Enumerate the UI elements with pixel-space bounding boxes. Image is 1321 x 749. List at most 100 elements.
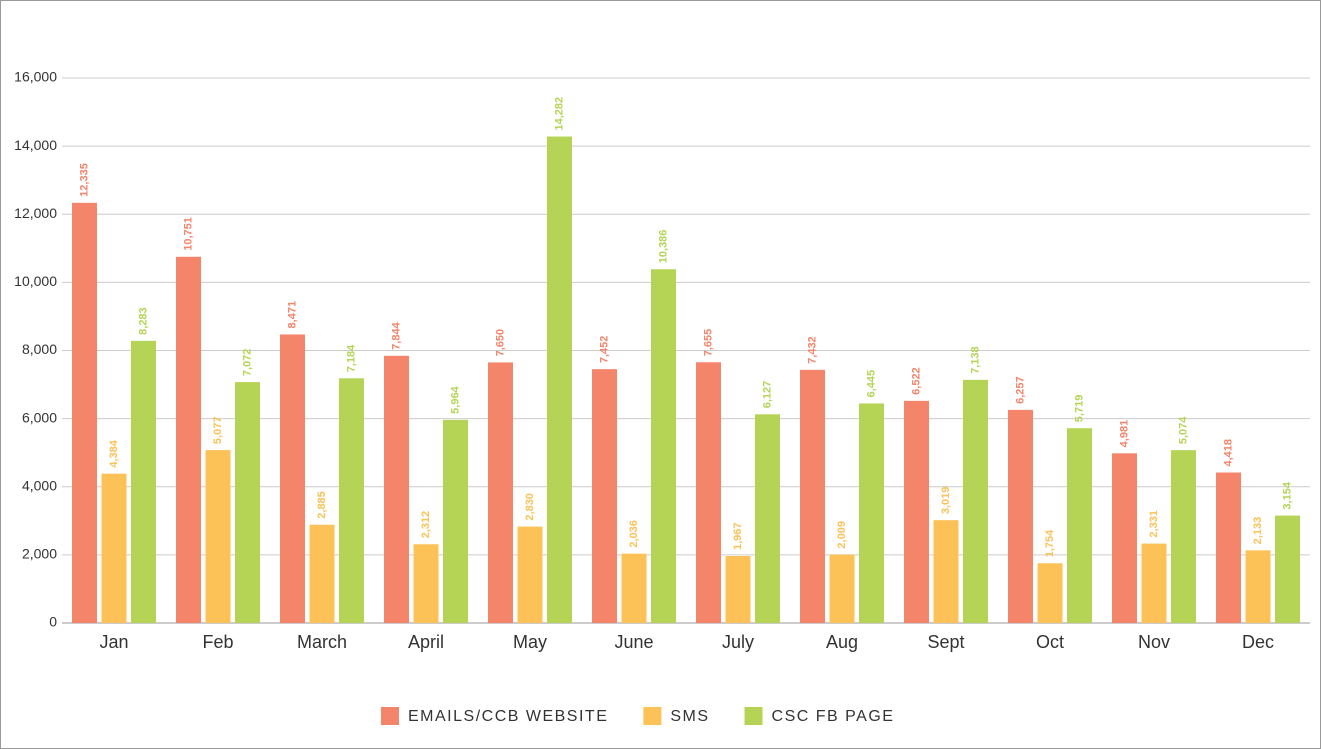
value-label: 7,650 [494, 329, 506, 357]
bar [235, 382, 260, 623]
value-label: 12,335 [78, 163, 90, 197]
value-label: 8,471 [286, 301, 298, 329]
legend-swatch [744, 707, 763, 725]
value-label: 1,754 [1044, 529, 1056, 557]
bar [131, 340, 156, 623]
value-label: 2,133 [1252, 517, 1264, 545]
value-label: 6,522 [910, 367, 922, 395]
value-label: 7,184 [345, 344, 357, 372]
bar [280, 334, 305, 623]
bar [205, 450, 231, 623]
bar [413, 544, 439, 623]
value-label: 7,655 [702, 329, 714, 357]
value-label: 5,074 [1177, 416, 1189, 444]
bar [547, 136, 572, 623]
bar [621, 553, 647, 623]
bar [1216, 472, 1241, 623]
bar [309, 524, 335, 623]
bar [517, 526, 543, 623]
value-label: 6,257 [1014, 376, 1026, 404]
bar [592, 369, 617, 623]
bar [1171, 450, 1196, 623]
bar [101, 473, 127, 623]
value-label: 2,830 [524, 493, 536, 521]
y-tick-label: 12,000 [14, 205, 57, 221]
x-tick-label: Jan [99, 632, 128, 652]
legend-label: CSC FB PAGE [772, 708, 895, 725]
bar [963, 379, 988, 623]
bar [488, 362, 513, 623]
value-label: 5,077 [212, 417, 224, 445]
x-tick-label: Aug [826, 632, 858, 652]
x-tick-label: March [297, 632, 347, 652]
y-tick-label: 6,000 [22, 409, 57, 425]
x-tick-label: Sept [927, 632, 964, 652]
bar [725, 555, 751, 623]
y-tick-label: 4,000 [22, 477, 57, 493]
x-tick-label: Feb [202, 632, 233, 652]
x-tick-label: April [408, 632, 444, 652]
value-label: 5,964 [449, 385, 461, 413]
legend-swatch [643, 707, 662, 725]
value-label: 4,981 [1118, 420, 1130, 448]
value-label: 6,445 [865, 370, 877, 398]
bar [1275, 515, 1300, 623]
value-label: 7,432 [806, 336, 818, 364]
value-label: 4,418 [1222, 439, 1234, 467]
bar [1067, 428, 1092, 623]
x-tick-label: Oct [1036, 632, 1064, 652]
bar [829, 554, 855, 623]
legend-label: SMS [670, 708, 709, 725]
y-tick-label: 14,000 [14, 137, 57, 153]
value-label: 3,019 [940, 487, 952, 515]
bar [651, 269, 676, 623]
value-label: 7,072 [241, 349, 253, 377]
bar [933, 520, 959, 623]
value-label: 7,844 [390, 321, 402, 349]
bar [1245, 550, 1271, 623]
bar [904, 400, 929, 623]
bar [1112, 453, 1137, 623]
value-label: 2,009 [836, 521, 848, 549]
value-label: 10,386 [657, 230, 669, 264]
x-tick-label: Dec [1242, 632, 1274, 652]
legend-swatch [381, 707, 399, 725]
bar [384, 355, 409, 623]
bar [1037, 563, 1063, 623]
value-label: 3,154 [1281, 481, 1293, 509]
bar [339, 378, 364, 623]
bar [443, 419, 468, 623]
x-tick-label: May [513, 632, 547, 652]
value-label: 1,967 [732, 522, 744, 550]
x-tick-label: July [722, 632, 754, 652]
bar [176, 256, 201, 623]
value-label: 14,282 [553, 97, 565, 131]
legend-label: EMAILS/CCB WEBSITE [408, 708, 608, 725]
value-label: 5,719 [1073, 395, 1085, 423]
y-tick-label: 10,000 [14, 273, 57, 289]
bar [859, 403, 884, 623]
value-label: 8,283 [137, 307, 149, 335]
y-tick-label: 8,000 [22, 341, 57, 357]
x-tick-label: June [614, 632, 653, 652]
value-label: 2,331 [1148, 510, 1160, 538]
y-tick-label: 0 [49, 614, 57, 630]
value-label: 2,036 [628, 520, 640, 548]
value-label: 2,885 [316, 491, 328, 519]
y-tick-label: 16,000 [14, 69, 57, 85]
bar [696, 362, 721, 623]
bar [800, 369, 825, 623]
bar [1008, 409, 1033, 623]
bar [755, 414, 780, 623]
value-label: 10,751 [182, 217, 194, 251]
x-tick-label: Nov [1138, 632, 1170, 652]
value-label: 7,452 [598, 336, 610, 364]
bar [72, 202, 97, 624]
value-label: 4,384 [108, 439, 120, 467]
value-label: 6,127 [761, 381, 773, 409]
value-label: 2,312 [420, 511, 432, 539]
bar [1141, 543, 1167, 623]
y-tick-label: 2,000 [22, 546, 57, 562]
value-label: 7,138 [969, 346, 981, 374]
